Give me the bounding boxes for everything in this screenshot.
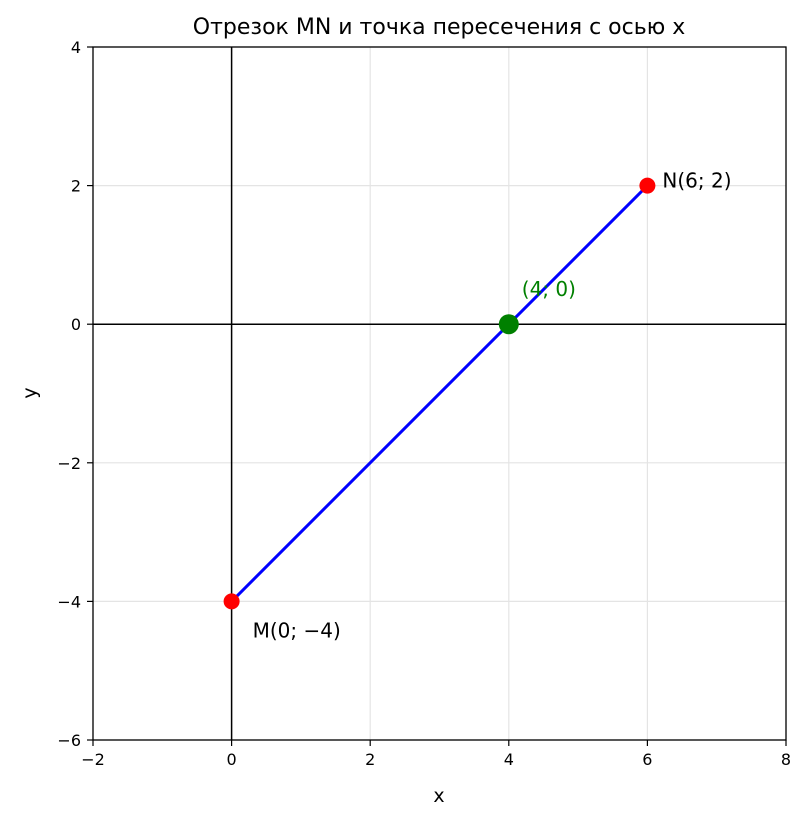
x-tick-label: 2 [365,750,375,769]
point-label: M(0; −4) [253,618,341,642]
x-tick-label: 8 [781,750,791,769]
zero-axes [93,47,786,740]
chart-title: Отрезок MN и точка пересечения с осью x [193,15,685,40]
y-tick-label: 2 [71,177,81,196]
x-axis-label: x [433,785,444,807]
point-label: N(6; 2) [662,169,731,193]
plot-frame [92,46,787,741]
point-label: (4; 0) [522,277,576,301]
x-tick-label: 6 [642,750,652,769]
segment-mn [230,184,649,603]
y-tick-label: −2 [57,454,81,473]
y-tick-label: 0 [71,315,81,334]
annotations: M(0; −4) N(6; 2) (4; 0) [253,169,732,643]
y-axis-label: y [19,387,41,398]
x-ticks: −2 0 2 4 6 8 [81,740,791,769]
x-tick-label: 4 [504,750,514,769]
data-point [498,314,519,335]
y-tick-label: 4 [71,38,81,57]
data-point [223,593,240,610]
y-ticks: −6 −4 −2 0 2 4 [57,38,93,750]
series [230,184,649,603]
x-tick-label: −2 [81,750,105,769]
y-tick-label: −6 [57,731,81,750]
y-tick-label: −4 [57,592,81,611]
data-point [639,177,656,194]
x-tick-label: 0 [227,750,237,769]
data-points [223,177,656,610]
